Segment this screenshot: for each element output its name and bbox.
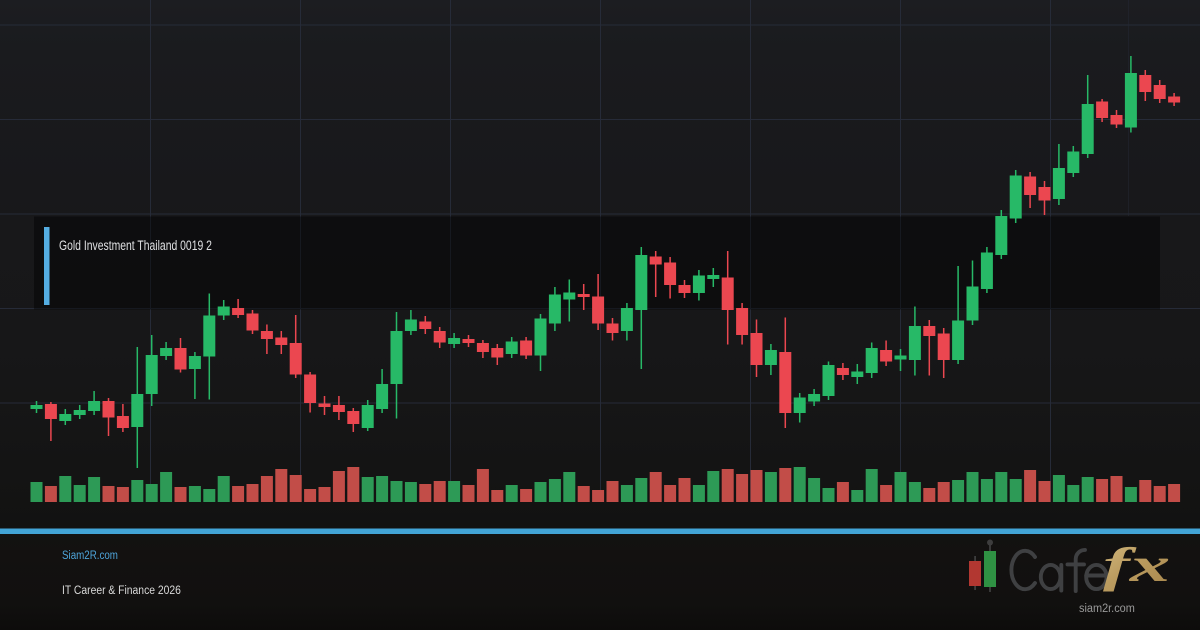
svg-text:fx: fx xyxy=(1103,538,1170,592)
